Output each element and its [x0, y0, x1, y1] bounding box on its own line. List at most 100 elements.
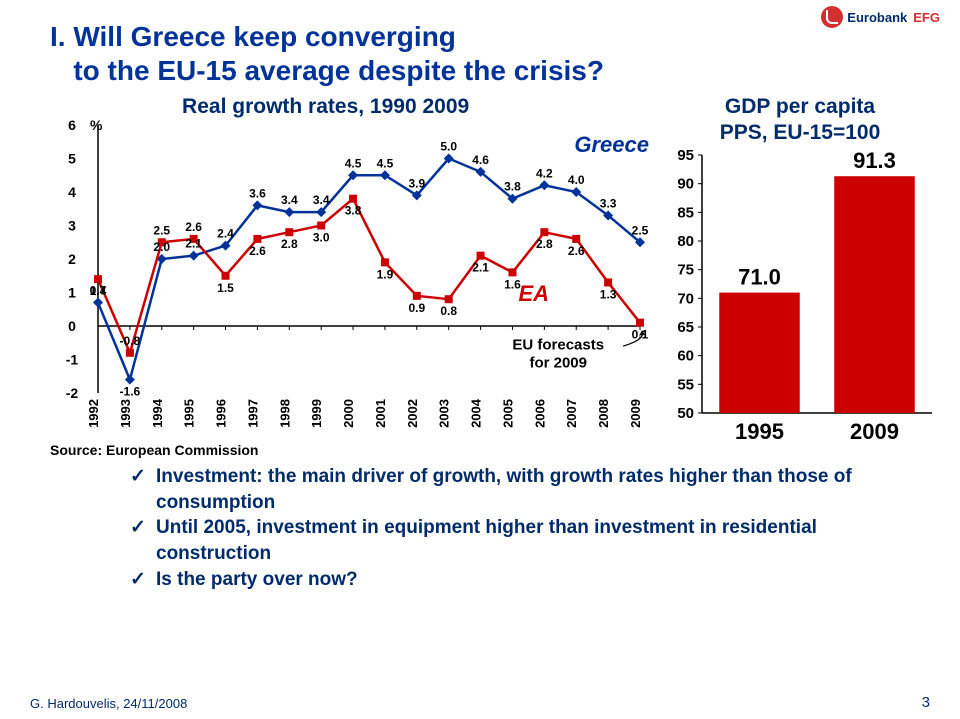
svg-text:4.5: 4.5 [377, 156, 394, 170]
svg-text:0.8: 0.8 [440, 304, 457, 318]
footer: G. Hardouvelis, 24/11/2008 [30, 696, 187, 711]
svg-text:2004: 2004 [469, 398, 484, 428]
svg-text:1995: 1995 [735, 419, 784, 444]
brand-logo: Eurobank EFG [821, 6, 940, 28]
bullet-1: Investment: the main driver of growth, w… [130, 464, 930, 515]
svg-text:4.2: 4.2 [536, 166, 553, 180]
svg-text:0.9: 0.9 [408, 301, 425, 315]
chart-source: Source: European Commission [50, 442, 650, 458]
svg-text:2006: 2006 [532, 399, 547, 428]
svg-text:3.9: 3.9 [408, 177, 425, 191]
svg-text:2000: 2000 [341, 399, 356, 428]
bullet-3: Is the party over now? [130, 567, 930, 593]
svg-text:for 2009: for 2009 [529, 355, 587, 372]
svg-text:2.5: 2.5 [632, 223, 649, 237]
svg-text:3.8: 3.8 [345, 204, 362, 218]
logo-icon [821, 6, 843, 28]
svg-text:5.0: 5.0 [440, 140, 457, 154]
svg-text:2001: 2001 [373, 399, 388, 428]
svg-text:71.0: 71.0 [738, 265, 781, 290]
svg-text:5: 5 [68, 151, 76, 167]
svg-text:1998: 1998 [277, 399, 292, 428]
svg-text:-1.6: -1.6 [120, 385, 141, 399]
logo-name: Eurobank [847, 10, 907, 25]
svg-text:2005: 2005 [500, 399, 515, 428]
svg-text:1.4: 1.4 [90, 284, 107, 298]
logo-suffix: EFG [913, 10, 940, 25]
svg-text:EA: EA [518, 281, 549, 306]
svg-text:2.4: 2.4 [217, 227, 234, 241]
svg-text:55: 55 [677, 377, 694, 394]
svg-text:Real growth rates, 1990 2009: Real growth rates, 1990 2009 [182, 95, 469, 118]
svg-text:0: 0 [68, 318, 76, 334]
svg-text:-0.8: -0.8 [120, 334, 141, 348]
svg-text:1995: 1995 [182, 399, 197, 428]
svg-text:70: 70 [677, 291, 694, 308]
svg-text:2007: 2007 [564, 399, 579, 428]
svg-text:3.6: 3.6 [249, 187, 266, 201]
svg-text:4.6: 4.6 [472, 153, 489, 167]
bullet-list: Investment: the main driver of growth, w… [90, 464, 930, 592]
svg-text:-2: -2 [66, 385, 79, 401]
svg-text:2.8: 2.8 [281, 237, 298, 251]
svg-text:95: 95 [677, 147, 694, 164]
svg-text:3.0: 3.0 [313, 231, 330, 245]
svg-text:90: 90 [677, 176, 694, 193]
title-line2: to the EU-15 average despite the crisis? [73, 55, 604, 86]
svg-text:2009: 2009 [850, 419, 899, 444]
svg-text:2.8: 2.8 [536, 237, 553, 251]
svg-text:1994: 1994 [150, 398, 165, 428]
svg-text:1.3: 1.3 [600, 288, 617, 302]
svg-text:Greece: Greece [574, 132, 649, 157]
svg-text:3.4: 3.4 [313, 193, 330, 207]
svg-text:4.5: 4.5 [345, 156, 362, 170]
svg-text:1992: 1992 [86, 399, 101, 428]
svg-text:2009: 2009 [628, 399, 643, 428]
svg-text:-1: -1 [66, 352, 79, 368]
growth-line-chart: Real growth rates, 1990 2009 -2 -1 0 1 2 3 4 5 6%… [50, 95, 650, 435]
svg-text:1: 1 [68, 285, 76, 301]
svg-text:2008: 2008 [596, 399, 611, 428]
svg-text:50: 50 [677, 405, 694, 422]
svg-text:3.8: 3.8 [504, 180, 521, 194]
bar-subtitle2: PPS, EU-15=100 [660, 121, 940, 145]
slide-title: I. Will Greece keep converging I. to the… [50, 20, 930, 87]
svg-text:2002: 2002 [405, 399, 420, 428]
svg-text:91.3: 91.3 [853, 148, 896, 173]
title-line1: Will Greece keep converging [73, 21, 456, 52]
svg-text:1997: 1997 [245, 399, 260, 428]
svg-text:1.5: 1.5 [217, 281, 234, 295]
bar-subtitle1: GDP per capita [660, 95, 940, 119]
svg-text:1996: 1996 [214, 399, 229, 428]
bar-chart-panel: GDP per capita PPS, EU-15=100 50 55 60 65 70… [660, 95, 940, 452]
svg-text:60: 60 [677, 348, 694, 365]
page-number: 3 [922, 694, 930, 711]
svg-text:6: 6 [68, 117, 76, 133]
line-chart-panel: Real growth rates, 1990 2009 -2 -1 0 1 2 3 4 5 6%… [50, 95, 650, 458]
title-prefix: I. [50, 21, 66, 52]
svg-text:2003: 2003 [437, 399, 452, 428]
svg-text:4: 4 [68, 184, 76, 200]
svg-text:3: 3 [68, 218, 76, 234]
svg-text:85: 85 [677, 205, 694, 222]
svg-text:EU forecasts: EU forecasts [512, 337, 604, 354]
svg-text:1.9: 1.9 [377, 268, 394, 282]
svg-text:2: 2 [68, 251, 76, 267]
svg-text:%: % [90, 117, 103, 133]
svg-text:3.3: 3.3 [600, 197, 617, 211]
svg-text:2.0: 2.0 [153, 240, 170, 254]
svg-text:65: 65 [677, 319, 694, 336]
svg-text:1993: 1993 [118, 399, 133, 428]
bullet-2: Until 2005, investment in equipment high… [130, 515, 930, 566]
svg-text:2.1: 2.1 [185, 237, 202, 251]
svg-text:80: 80 [677, 233, 694, 250]
svg-text:2.6: 2.6 [249, 244, 266, 258]
svg-text:3.4: 3.4 [281, 193, 298, 207]
svg-text:75: 75 [677, 262, 694, 279]
svg-text:2.6: 2.6 [568, 244, 585, 258]
svg-text:2.1: 2.1 [472, 261, 489, 275]
svg-text:4.0: 4.0 [568, 173, 585, 187]
svg-text:2.5: 2.5 [153, 223, 170, 237]
gdp-bar-chart: 50 55 60 65 70 75 80 85 90 95 71.0 1995 91.3 2009 [660, 147, 940, 447]
svg-text:1999: 1999 [309, 399, 324, 428]
